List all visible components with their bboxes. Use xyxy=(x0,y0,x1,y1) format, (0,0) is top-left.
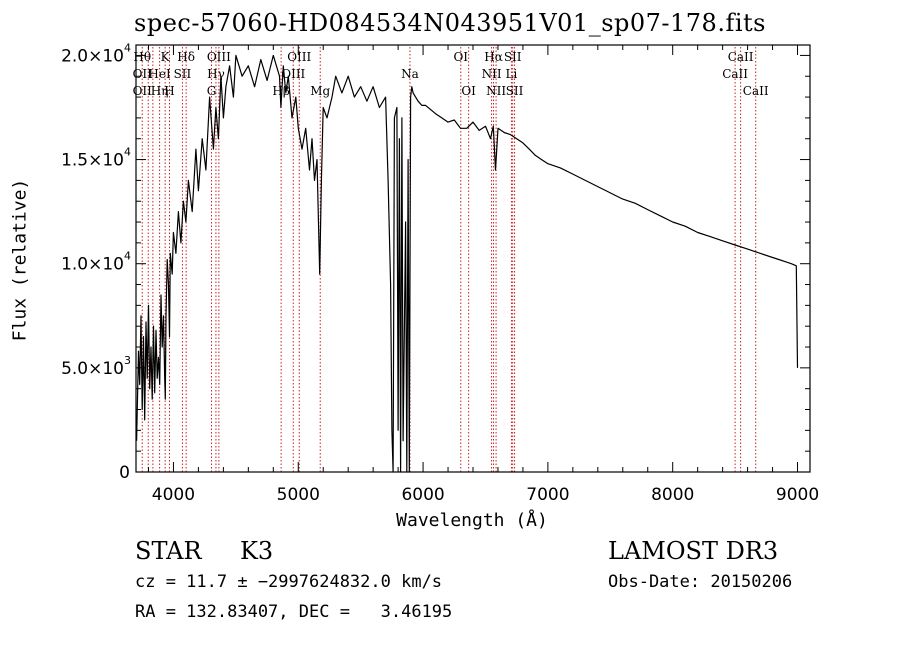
line-marker-label: OII xyxy=(133,84,153,98)
object-subclass: K3 xyxy=(240,537,274,565)
y-tick-exponent: 4 xyxy=(124,146,131,159)
line-marker-label: SII xyxy=(504,50,522,64)
line-marker-label: SII xyxy=(174,67,192,81)
line-marker-label: Hβ xyxy=(272,84,289,98)
line-marker-label: Hη xyxy=(151,84,169,98)
x-axis-label: Wavelength (Å) xyxy=(396,510,548,531)
survey-name: LAMOST DR3 xyxy=(608,537,779,565)
spectrum-series xyxy=(136,54,799,473)
x-tick-label: 7000 xyxy=(526,485,569,505)
y-tick-label: 0 xyxy=(119,463,130,483)
x-tick-label: 6000 xyxy=(401,485,444,505)
y-tick-label: 1.5×10 xyxy=(61,151,124,171)
line-marker-label: OIII xyxy=(281,67,305,81)
line-marker-label: CaII xyxy=(722,67,748,81)
x-tick-label: 8000 xyxy=(651,485,694,505)
line-marker-label: OI xyxy=(461,84,476,98)
line-marker-label: Hθ xyxy=(133,50,151,64)
line-marker-label: G xyxy=(207,84,217,98)
y-tick-exponent: 3 xyxy=(124,354,131,367)
y-tick-label: 1.0×10 xyxy=(61,255,124,275)
x-tick-label: 5000 xyxy=(277,485,320,505)
line-marker-label: Hα xyxy=(484,50,503,64)
y-axis-label: Flux (relative) xyxy=(9,178,31,342)
line-marker-label: SII xyxy=(506,84,524,98)
line-marker-label: OII xyxy=(133,67,153,81)
line-marker-labels: HθOIIOIIHeIHηKHSIIHδGHγOIIIHβOIIIOIIIMgN… xyxy=(133,50,769,98)
spectrum-line xyxy=(136,54,799,473)
line-marker-label: Hδ xyxy=(177,50,195,64)
line-marker-label: HeI xyxy=(148,67,171,81)
x-tick-label: 9000 xyxy=(776,485,819,505)
line-marker-label: OI xyxy=(453,50,468,64)
line-marker-label: CaII xyxy=(728,50,754,64)
y-tick-label: 5.0×10 xyxy=(61,359,124,379)
object-class: STAR xyxy=(135,537,202,565)
line-marker-label: OIII xyxy=(287,50,311,64)
plot-frame xyxy=(135,44,811,473)
line-marker-label: CaII xyxy=(743,84,769,98)
y-tick-label: 2.0×10 xyxy=(61,46,124,66)
line-marker-label: NII xyxy=(486,84,506,98)
y-tick-exponent: 4 xyxy=(124,250,131,263)
obs-date: Obs-Date: 20150206 xyxy=(608,572,793,592)
line-marker-label: H xyxy=(164,84,174,98)
coordinates-line: RA = 132.83407, DEC = 3.46195 xyxy=(135,602,453,622)
line-marker-label: Hγ xyxy=(207,67,225,81)
line-marker-label: OIII xyxy=(207,50,231,64)
line-markers xyxy=(141,47,757,472)
y-tick-exponent: 4 xyxy=(124,41,131,54)
line-marker-label: Mg xyxy=(310,84,330,98)
line-marker-label: NII xyxy=(482,67,502,81)
line-marker-label: K xyxy=(161,50,171,64)
line-marker-label: Na xyxy=(401,67,419,81)
x-tick-label: 4000 xyxy=(152,485,195,505)
chart-title: spec-57060-HD084534N043951V01_sp07-178.f… xyxy=(134,9,766,37)
line-marker-label: Li xyxy=(506,67,518,81)
redshift-line: cz = 11.7 ± −2997624832.0 km/s xyxy=(135,572,443,592)
